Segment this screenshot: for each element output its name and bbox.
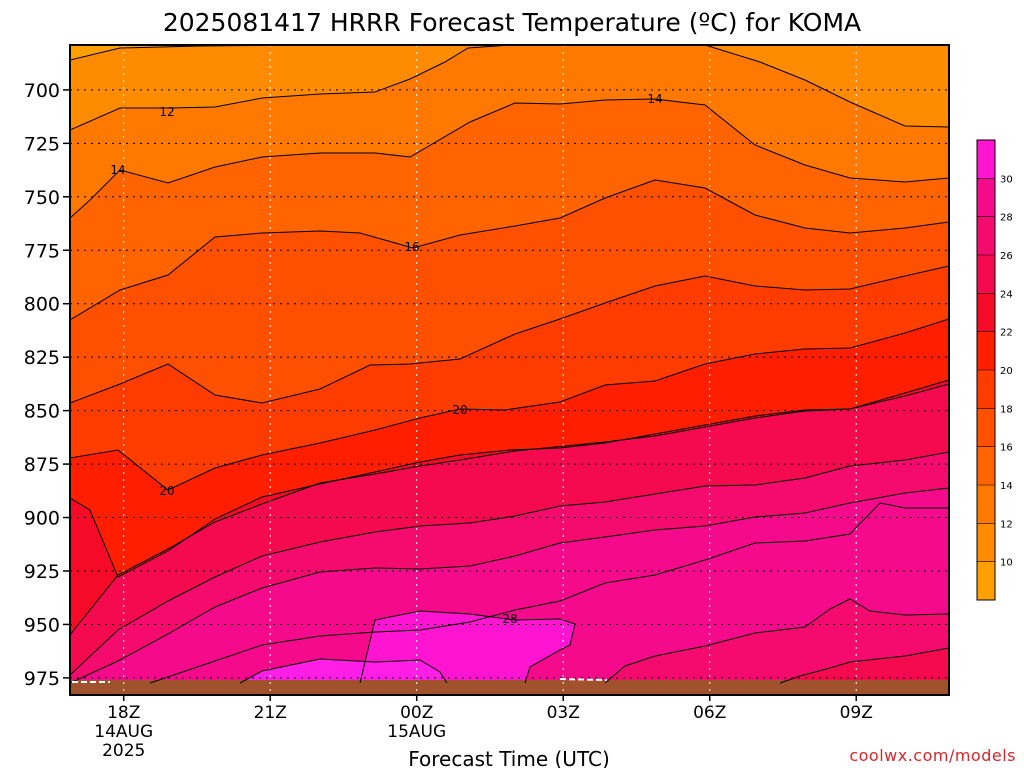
colorbar-swatch [977,446,995,485]
credit-text: coolwx.com/models [849,746,1016,765]
contour-labels: 12 14 14 16 20 20 28 [110,92,662,626]
plot-frame [69,44,950,696]
colorbar-swatch [977,216,995,255]
colorbar-label: 30 [1000,174,1013,185]
x-tick-label: 09Z [840,703,873,723]
colorbar-swatch [977,408,995,447]
contour-12 [70,45,949,131]
contour-22 [70,379,949,578]
contour-label: 14 [110,163,125,177]
colorbar-swatch [977,140,995,179]
x-tick-date: 15AUG [387,722,446,742]
colorbar-swatch [977,370,995,409]
y-tick-label: 725 [24,133,60,155]
y-tick-label: 750 [24,187,60,209]
colorbar-swatch [977,331,995,370]
contour-20 [70,318,949,491]
y-tick-label: 775 [24,240,60,262]
contour-28 [70,487,949,684]
temperature-bands [70,45,949,695]
colorbar-label: 10 [1000,558,1013,569]
colorbar-label: 28 [1000,213,1013,224]
band-24-26-east [780,648,949,683]
colorbar-swatch [977,523,995,562]
contour-18 [70,265,949,404]
contour-lines [70,45,949,684]
band-8-10 [70,45,949,130]
y-tick-label: 700 [24,80,60,102]
contour-label: 20 [159,484,174,498]
contour-30b [359,610,576,684]
y-tick-label: 875 [24,454,60,476]
contour-label: 20 [452,403,467,417]
y-tick-label: 825 [24,347,60,369]
colorbar-label: 14 [1000,481,1013,492]
contour-label: 16 [404,240,419,254]
colorbar-label: 18 [1000,404,1013,415]
x-tick-date: 14AUG [94,722,153,742]
y-axis: 700 725 750 775 800 825 850 875 900 925 950 975 [24,80,70,690]
colorbar-label: 12 [1000,519,1013,530]
colorbar-label: 16 [1000,443,1013,454]
x-axis-label: Forecast Time (UTC) [408,747,610,768]
y-tick-label: 925 [24,561,60,583]
colorbar-swatch [977,293,995,332]
ground-layer [70,680,949,695]
colorbar-swatch [977,561,995,600]
contour-24 [70,383,949,636]
surface-line-east [559,678,608,681]
contour-label: 12 [159,105,174,119]
colorbar-swatch [977,485,995,524]
contour-label: 28 [502,612,517,626]
colorbar-swatch [977,255,995,294]
contour-28b [604,598,949,684]
x-tick-year: 2025 [102,741,145,761]
y-tick-label: 900 [24,508,60,530]
band-below-8 [70,45,949,60]
x-tick-label: 03Z [547,703,580,723]
colorbar-label: 22 [1000,328,1013,339]
chart-title: 2025081417 HRRR Forecast Temperature (ºC… [163,8,861,37]
x-tick-label: 18Z [107,703,140,723]
contour-32 [239,658,448,684]
contour-26b [779,647,949,684]
x-tick-label: 06Z [693,703,726,723]
x-tick-label: 21Z [254,703,287,723]
contour-14 [70,98,949,219]
contour-30 [149,502,949,684]
colorbar-swatch [977,178,995,217]
colorbar-label: 26 [1000,251,1013,262]
colorbar: 10 12 14 16 18 20 22 24 26 28 30 [976,139,1013,601]
y-tick-label: 950 [24,614,60,636]
y-tick-label: 975 [24,668,60,690]
contour-26 [70,451,949,676]
colorbar-label: 20 [1000,366,1013,377]
colorbar-label: 24 [1000,289,1013,300]
contour-label: 14 [647,92,662,106]
contour-16 [70,179,949,321]
y-tick-label: 800 [24,294,60,316]
x-tick-label: 00Z [400,703,433,723]
y-tick-label: 850 [24,401,60,423]
